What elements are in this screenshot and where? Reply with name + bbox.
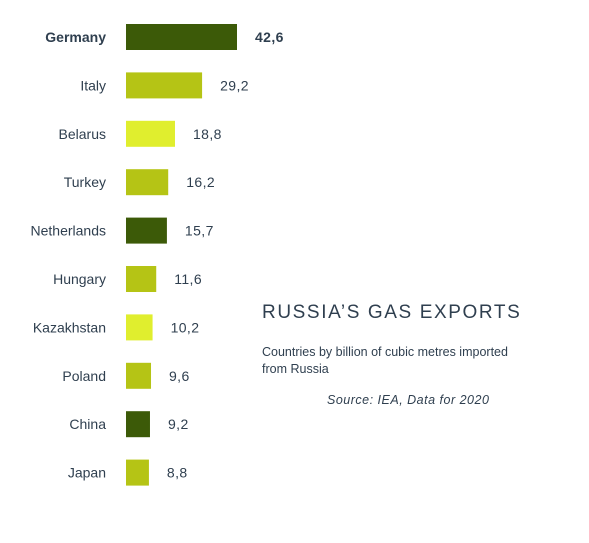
category-label-turkey: Turkey [64, 174, 106, 190]
bar-hungary [126, 266, 157, 292]
category-label-japan: Japan [68, 465, 106, 481]
chart-subtitle: Countries by billion of cubic metres imp… [262, 345, 508, 376]
bar-poland [126, 362, 152, 389]
chart-title: RUSSIA’S GAS EXPORTS [262, 302, 522, 323]
value-label-hungary: 11,6 [174, 271, 202, 287]
value-label-netherlands: 15,7 [185, 223, 214, 239]
bar-kazakhstan [126, 314, 153, 341]
category-label-germany: Germany [45, 29, 106, 45]
category-label-italy: Italy [80, 77, 106, 93]
bar-china [126, 411, 150, 438]
bar-japan [126, 459, 149, 486]
value-label-italy: 29,2 [220, 77, 249, 93]
value-label-turkey: 16,2 [186, 174, 215, 190]
chart-source: Source: IEA, Data for 2020 [327, 393, 490, 407]
value-label-china: 9,2 [168, 416, 189, 432]
value-label-japan: 8,8 [167, 465, 188, 481]
value-label-germany: 42,6 [255, 29, 284, 45]
category-label-belarus: Belarus [59, 126, 106, 142]
bar-germany [126, 24, 237, 50]
category-label-hungary: Hungary [53, 271, 106, 287]
bar-italy [126, 72, 203, 99]
category-label-kazakhstan: Kazakhstan [33, 319, 106, 335]
category-label-netherlands: Netherlands [31, 223, 107, 239]
bar-turkey [126, 169, 169, 196]
value-label-poland: 9,6 [169, 368, 190, 384]
category-label-china: China [69, 416, 106, 432]
category-label-poland: Poland [62, 368, 106, 384]
bar-belarus [126, 120, 175, 147]
value-label-belarus: 18,8 [193, 126, 222, 142]
value-label-kazakhstan: 10,2 [171, 319, 200, 335]
bar-netherlands [126, 217, 167, 244]
